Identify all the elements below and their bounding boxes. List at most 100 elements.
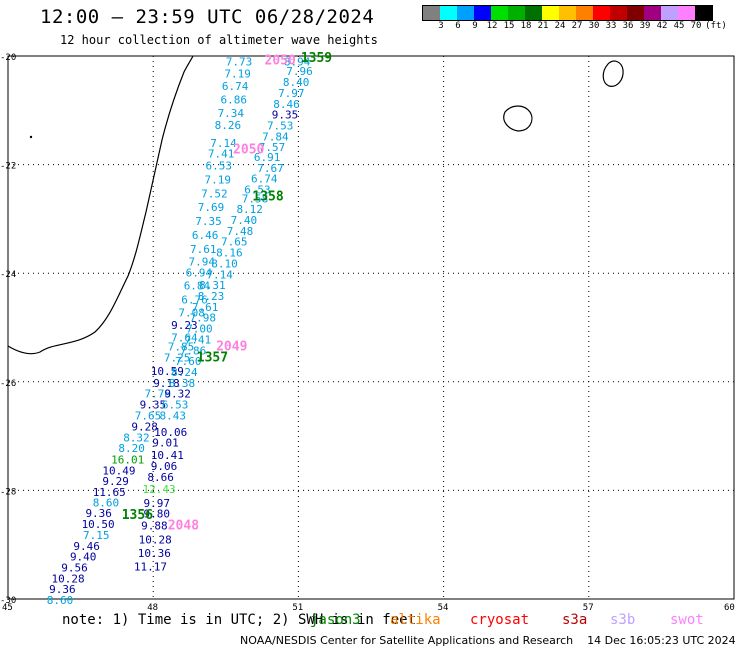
pass-number-label: 1358 xyxy=(252,190,283,205)
color-legend-labels: 3 6 9 12 15 18 21 24 27 30 33 36 39 42 45 70 (ft) xyxy=(422,21,740,33)
x-tick-label: 60 xyxy=(724,603,735,613)
legend-swatch xyxy=(644,6,661,20)
wave-height-value: 9.01 xyxy=(152,437,179,450)
satellite-s3a: s3a xyxy=(562,612,588,628)
wave-height-value: 7.65 xyxy=(135,409,162,422)
wave-height-value: 9.29 xyxy=(102,475,129,488)
wave-height-value: 10.59 xyxy=(151,365,184,378)
wave-height-value: 7.15 xyxy=(83,529,110,542)
legend-label: 18 xyxy=(520,21,532,31)
wave-height-value: 8.60 xyxy=(47,594,74,607)
wave-height-value: 9.28 xyxy=(131,420,158,433)
legend-label: 39 xyxy=(639,21,651,31)
wave-height-value: 12.43 xyxy=(143,483,176,496)
wave-height-value: 6.76 xyxy=(181,293,208,306)
y-tick-label: -30 xyxy=(0,596,16,606)
wave-height-value: 8.20 xyxy=(118,442,144,455)
wave-height-value: 8.26 xyxy=(215,119,242,132)
legend-swatch xyxy=(559,6,576,20)
legend-label: 9 xyxy=(472,21,478,31)
wave-height-value: 7.14 xyxy=(206,268,233,281)
wave-height-value: 9.36 xyxy=(49,583,76,596)
wave-height-value: 7.57 xyxy=(259,141,286,154)
wave-height-value: 7.00 xyxy=(186,323,213,336)
wave-height-value: 8.66 xyxy=(147,471,174,484)
wave-height-value: 7.58 xyxy=(242,192,269,205)
wave-height-value: 6.46 xyxy=(192,229,219,242)
wave-height-value: 7.34 xyxy=(218,107,245,120)
x-tick-label: 51 xyxy=(292,603,303,613)
pass-number-label: 1357 xyxy=(197,350,228,365)
legend-swatch xyxy=(576,6,593,20)
wave-height-value: 10.36 xyxy=(138,547,171,560)
wave-height-value: 7.96 xyxy=(286,65,313,78)
color-legend xyxy=(422,5,713,21)
satellite-jason3: jason3 xyxy=(310,612,361,628)
wave-height-value: 10.06 xyxy=(154,426,187,439)
islet xyxy=(29,135,33,139)
wave-height-value: 16.01 xyxy=(111,453,144,466)
wave-height-value: 9.36 xyxy=(85,507,112,520)
legend-label: 3 xyxy=(438,21,444,31)
credit-line: NOAA/NESDIS Center for Satellite Applica… xyxy=(240,634,736,647)
wave-height-value: 6.74 xyxy=(222,80,249,93)
wave-height-value: 8.40 xyxy=(283,76,310,89)
page-subtitle: 12 hour collection of altimeter wave hei… xyxy=(60,33,378,47)
wave-height-value: 7.97 xyxy=(278,87,305,100)
wave-height-value: 9.97 xyxy=(144,497,171,510)
wave-height-value: 7.67 xyxy=(257,162,284,175)
pass-number-label: 2048 xyxy=(168,519,199,534)
wave-height-value: 9.46 xyxy=(73,540,100,553)
satellite-cryosat: cryosat xyxy=(470,612,530,628)
wave-height-value: 8.31 xyxy=(199,279,226,292)
wave-height-value: 7.35 xyxy=(195,215,222,228)
x-tick-label: 54 xyxy=(438,603,449,613)
generated-timestamp: 14 Dec 16:05:23 UTC 2024 xyxy=(587,634,736,647)
x-tick-label: 57 xyxy=(583,603,594,613)
wave-height-value: 9.88 xyxy=(141,520,168,533)
wave-height-value: 7.19 xyxy=(205,173,232,186)
legend-swatch xyxy=(627,6,644,20)
wave-height-value: 7.52 xyxy=(201,187,228,200)
legend-swatch xyxy=(423,6,440,20)
legend-swatch xyxy=(610,6,627,20)
legend-label: 15 xyxy=(503,21,515,31)
credit-text: NOAA/NESDIS Center for Satellite Applica… xyxy=(240,634,574,647)
wave-height-value: 8.24 xyxy=(171,366,198,379)
wave-height-value: 6.94 xyxy=(186,267,213,280)
wave-height-value: 7.98 xyxy=(190,312,217,325)
wave-height-value: 9.23 xyxy=(171,319,198,332)
legend-swatch xyxy=(593,6,610,20)
wave-height-value: 6.84 xyxy=(184,280,211,293)
wave-height-value: 8.23 xyxy=(198,290,225,303)
wave-height-value: 7.85 xyxy=(168,341,195,354)
pass-number-label: 1356 xyxy=(122,508,153,523)
wave-height-value: 7.41 xyxy=(208,148,235,161)
satellite-altika: altika xyxy=(390,612,441,628)
wave-height-value: 7.64 xyxy=(171,331,198,344)
wave-height-value: 9.35 xyxy=(140,399,167,412)
legend-swatch xyxy=(525,6,542,20)
wave-height-value: 6.74 xyxy=(251,173,278,186)
wave-height-value: 7.41 xyxy=(185,333,212,346)
legend-swatch xyxy=(491,6,508,20)
legend-swatch xyxy=(474,6,491,20)
wave-height-value: 10.49 xyxy=(102,464,135,477)
legend-swatch xyxy=(542,6,559,20)
wave-height-value: 7.61 xyxy=(190,243,217,256)
x-tick-label: 45 xyxy=(2,603,13,613)
madagascar-coastline xyxy=(7,55,194,355)
satellite-swot: swot xyxy=(670,612,704,628)
legend-swatch xyxy=(695,6,712,20)
wave-height-value: 7.73 xyxy=(226,55,253,68)
legend-label: 24 xyxy=(554,21,566,31)
map-frame xyxy=(7,55,735,600)
legend-label: 27 xyxy=(571,21,583,31)
legend-label: 33 xyxy=(605,21,617,31)
wave-height-value: 6.53 xyxy=(244,184,271,197)
wave-height-value: 7.61 xyxy=(192,301,219,314)
wave-height-value: 9.80 xyxy=(144,508,171,521)
mauritius-island xyxy=(602,60,624,87)
x-tick-label: 48 xyxy=(147,603,158,613)
